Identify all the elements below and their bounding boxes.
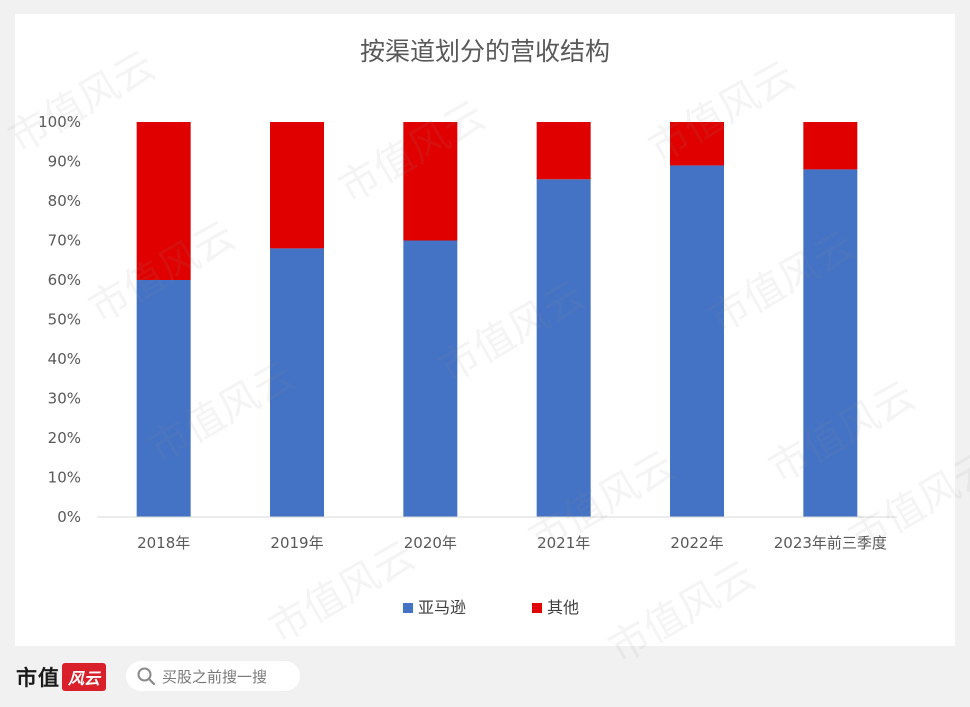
bar-segment-amazon: [136, 280, 191, 517]
bar-segment-other: [536, 122, 591, 180]
legend-swatch: [403, 603, 413, 613]
logo-text: 市值: [16, 665, 60, 690]
chart: 按渠道划分的营收结构 0% 10% 20% 30% 40% 50% 60% 70% 80% 90%…: [38, 37, 897, 617]
bar-segment-other: [803, 122, 858, 170]
x-tick-label: 2018年: [137, 534, 190, 552]
bar-segment-amazon: [403, 240, 458, 517]
y-tick-label: 30%: [48, 390, 81, 408]
legend-label: 其他: [547, 598, 579, 617]
y-tick-label: 40%: [48, 350, 81, 368]
search-icon: [137, 667, 156, 686]
bar-segment-amazon: [270, 248, 324, 517]
x-tick-label: 2023年前三季度: [774, 534, 887, 552]
bar-segment-other: [136, 122, 191, 280]
bars: [136, 122, 858, 517]
y-axis: 0% 10% 20% 30% 40% 50% 60% 70% 80% 90% 100%: [38, 113, 81, 526]
y-tick-label: 10%: [48, 469, 81, 487]
chart-title: 按渠道划分的营收结构: [360, 37, 610, 66]
legend-swatch: [532, 603, 542, 613]
y-tick-label: 50%: [48, 311, 81, 329]
y-tick-label: 60%: [48, 271, 81, 289]
brand-logo[interactable]: 市值 风云: [16, 662, 107, 692]
y-tick-label: 70%: [48, 232, 81, 250]
footer: 市值 风云 买股之前搜一搜: [0, 646, 970, 707]
y-tick-label: 0%: [57, 508, 81, 526]
x-tick-label: 2020年: [404, 534, 457, 552]
bar-segment-other: [270, 122, 324, 249]
bar-segment-other: [403, 122, 458, 241]
y-tick-label: 90%: [48, 153, 81, 171]
legend: 亚马逊 其他: [403, 598, 579, 617]
chart-card: 按渠道划分的营收结构 0% 10% 20% 30% 40% 50% 60% 70% 80% 90%…: [15, 14, 955, 646]
x-tick-label: 2022年: [670, 534, 723, 552]
bar-segment-amazon: [670, 165, 724, 517]
bar-segment-amazon: [803, 169, 858, 517]
y-tick-label: 100%: [38, 113, 81, 131]
search-box[interactable]: 买股之前搜一搜: [126, 661, 300, 691]
y-tick-label: 80%: [48, 192, 81, 210]
x-tick-label: 2021年: [537, 534, 590, 552]
x-tick-label: 2019年: [270, 534, 323, 552]
bar-segment-other: [670, 122, 724, 166]
logo-badge: 风云: [62, 663, 107, 691]
search-placeholder: 买股之前搜一搜: [162, 667, 268, 686]
legend-label: 亚马逊: [418, 598, 466, 617]
x-axis: 2018年 2019年 2020年 2021年 2022年 2023年前三季度: [137, 534, 887, 552]
bar-segment-amazon: [536, 179, 591, 517]
y-tick-label: 20%: [48, 429, 81, 447]
